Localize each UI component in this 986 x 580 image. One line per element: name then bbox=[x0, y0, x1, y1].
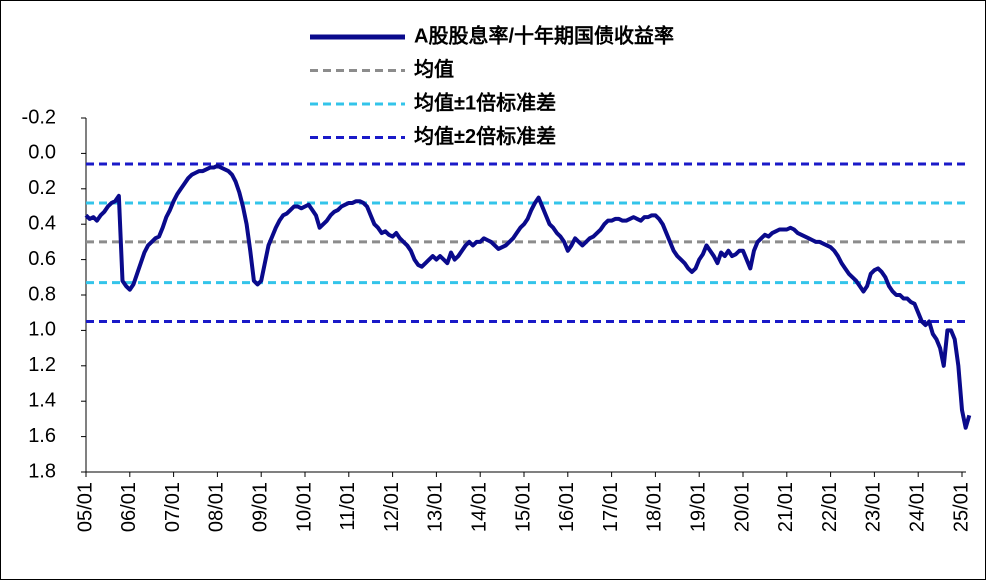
legend-label: 均值±1倍标准差 bbox=[414, 90, 556, 114]
legend-label: A股股息率/十年期国债收益率 bbox=[414, 23, 674, 47]
y-tick-label: 1.8 bbox=[28, 460, 56, 482]
y-tick-label: -0.2 bbox=[22, 106, 56, 128]
y-tick-label: 0.0 bbox=[28, 142, 56, 164]
x-tick-label: 22/01 bbox=[819, 482, 841, 532]
x-tick-label: 09/01 bbox=[249, 482, 271, 532]
x-tick-label: 12/01 bbox=[381, 482, 403, 532]
x-tick-label: 25/01 bbox=[950, 482, 972, 532]
x-tick-label: 06/01 bbox=[118, 482, 140, 532]
x-tick-label: 08/01 bbox=[206, 482, 228, 532]
x-tick-label: 21/01 bbox=[775, 482, 797, 532]
legend-label: 均值±2倍标准差 bbox=[414, 124, 556, 148]
x-tick-label: 10/01 bbox=[293, 482, 315, 532]
x-tick-label: 17/01 bbox=[600, 482, 622, 532]
x-tick-label: 19/01 bbox=[687, 482, 709, 532]
x-tick-label: 11/01 bbox=[337, 482, 359, 531]
y-tick-label: 0.2 bbox=[28, 177, 56, 199]
x-tick-label: 16/01 bbox=[556, 482, 578, 532]
x-tick-label: 20/01 bbox=[731, 482, 753, 532]
y-tick-label: 1.6 bbox=[28, 425, 56, 447]
x-tick-label: 05/01 bbox=[74, 482, 96, 532]
x-tick-label: 14/01 bbox=[468, 482, 490, 532]
x-tick-label: 24/01 bbox=[906, 482, 928, 532]
y-tick-label: 1.2 bbox=[28, 354, 56, 376]
x-tick-label: 23/01 bbox=[863, 482, 885, 532]
x-tick-label: 15/01 bbox=[512, 482, 534, 532]
series-line bbox=[84, 163, 972, 430]
y-tick-label: 0.6 bbox=[28, 248, 56, 270]
x-tick-label: 13/01 bbox=[425, 482, 447, 532]
y-tick-label: 1.4 bbox=[28, 389, 56, 411]
y-tick-label: 0.8 bbox=[28, 283, 56, 305]
x-tick-label: 18/01 bbox=[644, 482, 666, 532]
y-tick-label: 0.4 bbox=[28, 212, 56, 234]
x-tick-label: 07/01 bbox=[162, 482, 184, 532]
legend-label: 均值 bbox=[414, 57, 454, 81]
y-tick-label: 1.0 bbox=[28, 319, 56, 341]
